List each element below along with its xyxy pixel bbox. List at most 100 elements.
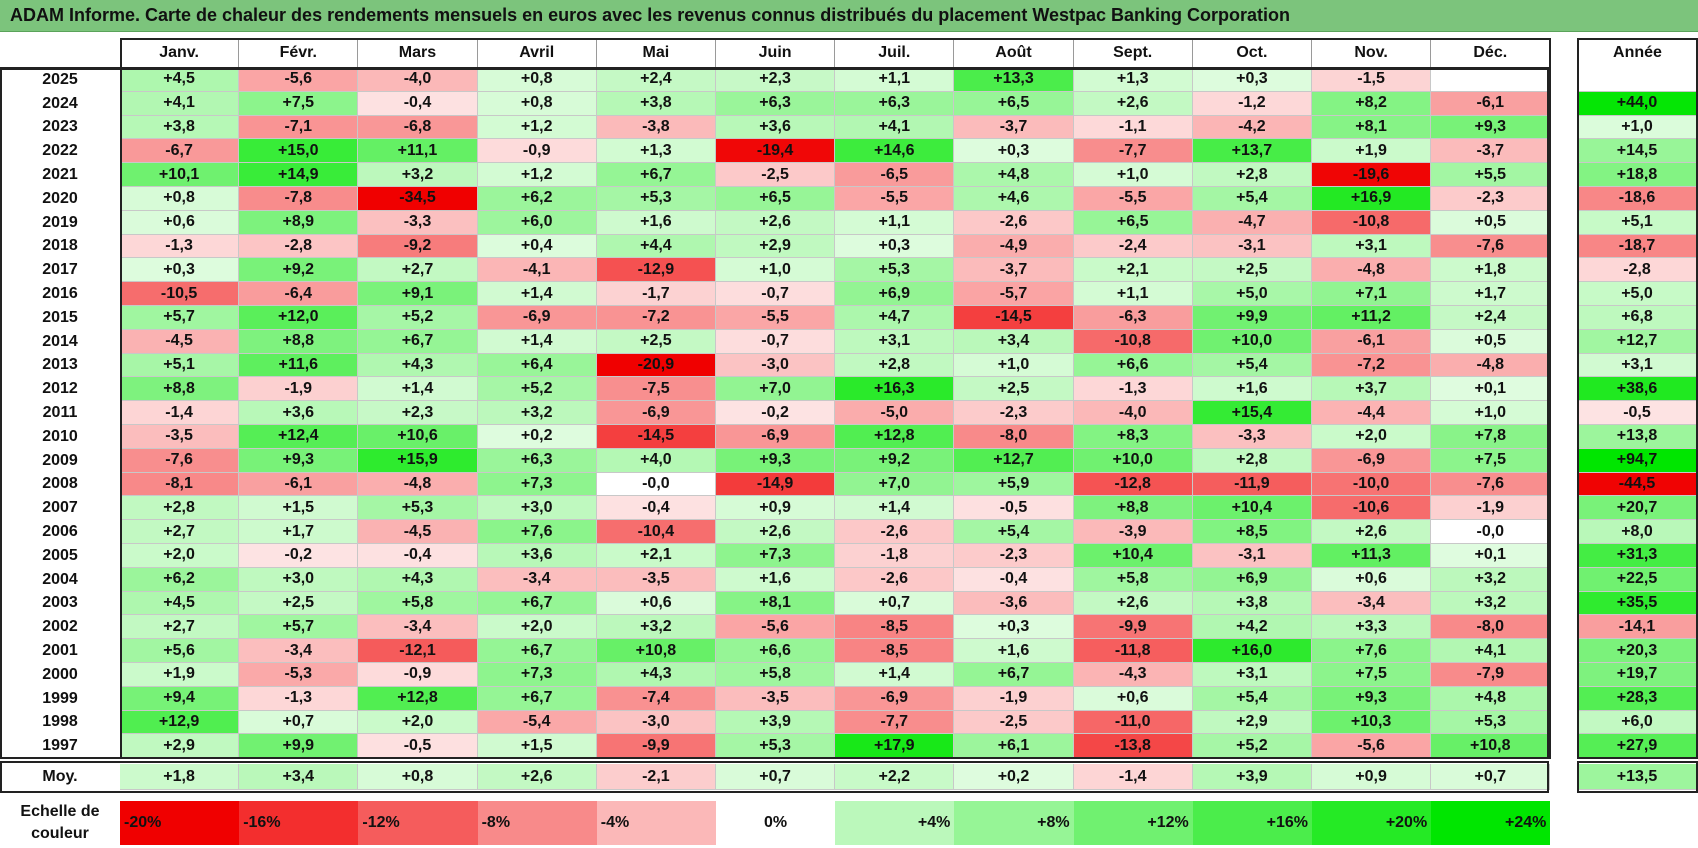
heatmap-cell: -6,9 <box>835 686 955 711</box>
heatmap-cell: -3,1 <box>1192 234 1312 259</box>
annual-cell: -18,6 <box>1577 187 1698 211</box>
heatmap-cell: +1,5 <box>477 734 597 759</box>
heatmap-cell: +9,9 <box>1192 306 1312 330</box>
annual-cell: +13,8 <box>1577 425 1698 449</box>
heatmap-cell: -3,4 <box>477 567 597 592</box>
annual-cell: -18,7 <box>1577 234 1698 259</box>
heatmap-cell: +0,4 <box>477 234 597 259</box>
annual-cell: +3,1 <box>1577 353 1698 378</box>
heatmap-cell: -11,0 <box>1073 710 1193 735</box>
heatmap-cell: +9,2 <box>835 448 955 473</box>
heatmap-cell: +16,9 <box>1312 187 1432 211</box>
year-label: 2019 <box>42 213 78 231</box>
heatmap-cell: +7,5 <box>239 91 359 116</box>
heatmap-cell: +9,9 <box>239 734 359 759</box>
header-separator <box>0 67 1549 69</box>
heatmap-cell: +1,2 <box>477 163 597 187</box>
heatmap-cell: +5,4 <box>954 520 1074 544</box>
heatmap-cell: +5,6 <box>120 639 240 663</box>
heatmap-cell: +5,3 <box>835 258 955 283</box>
year-label: 2012 <box>42 380 78 398</box>
heatmap-cell: +5,4 <box>1192 686 1312 711</box>
heatmap-cell: -10,0 <box>1312 472 1432 497</box>
heatmap-cell: +0,6 <box>120 210 240 235</box>
annual-cell <box>1577 68 1698 92</box>
heatmap-cell: -4,0 <box>1073 401 1193 425</box>
scale-step: +20% <box>1312 801 1432 845</box>
heatmap-cell: +10,8 <box>1431 734 1551 759</box>
heatmap-cell: +6,5 <box>716 187 836 211</box>
heatmap-cell: +1,1 <box>835 68 955 92</box>
heatmap-cell: -6,8 <box>358 115 478 140</box>
year-label: 2022 <box>42 142 78 160</box>
heatmap-cell: -0,5 <box>954 496 1074 521</box>
heatmap-cell: +0,7 <box>239 710 359 735</box>
heatmap-cell: -2,3 <box>954 401 1074 425</box>
heatmap-cell: -7,5 <box>596 377 716 402</box>
heatmap-cell: -5,5 <box>835 187 955 211</box>
heatmap-cell: +4,8 <box>954 163 1074 187</box>
heatmap-cell: -3,3 <box>358 210 478 235</box>
annual-cell: +20,7 <box>1577 496 1698 521</box>
heatmap-cell: +6,9 <box>835 282 955 306</box>
heatmap-cell: -0,2 <box>716 401 836 425</box>
heatmap-cell: +6,3 <box>477 448 597 473</box>
heatmap-cell: -6,1 <box>1312 329 1432 354</box>
heatmap-cell: +15,4 <box>1192 401 1312 425</box>
annual-cell: -44,5 <box>1577 472 1698 497</box>
heatmap-cell: -0,4 <box>358 544 478 568</box>
heatmap-cell: +1,0 <box>716 258 836 283</box>
heatmap-cell: -7,8 <box>239 187 359 211</box>
heatmap-cell: +6,6 <box>1073 353 1193 378</box>
heatmap-cell: -7,1 <box>239 115 359 140</box>
heatmap-cell: +5,3 <box>716 734 836 759</box>
heatmap-cell: +2,7 <box>120 520 240 544</box>
heatmap-cell: +2,8 <box>835 353 955 378</box>
scale-step: -4% <box>596 801 716 845</box>
heatmap-cell: -3,0 <box>716 353 836 378</box>
heatmap-cell: -4,9 <box>954 234 1074 259</box>
heatmap-cell: -4,3 <box>1073 663 1193 687</box>
heatmap-cell: +3,7 <box>1312 377 1432 402</box>
heatmap-cell: +1,6 <box>596 210 716 235</box>
heatmap-cell: +1,8 <box>1431 258 1551 283</box>
heatmap-cell: -1,1 <box>1073 115 1193 140</box>
year-label: 2009 <box>42 451 78 469</box>
scale-label: Echelle de couleur <box>20 803 100 842</box>
heatmap-cell: -0,9 <box>477 139 597 164</box>
average-cell: +1,8 <box>120 764 240 790</box>
heatmap-cell: +8,1 <box>1312 115 1432 140</box>
heatmap-cell: -12,1 <box>358 639 478 663</box>
heatmap-cell: -19,4 <box>716 139 836 164</box>
heatmap-cell: +0,3 <box>835 234 955 259</box>
average-label: Moy. <box>42 768 78 785</box>
heatmap-cell: -7,9 <box>1431 663 1551 687</box>
heatmap-cell: -2,3 <box>1431 187 1551 211</box>
heatmap-cell: +2,4 <box>1431 306 1551 330</box>
heatmap-cell: +10,0 <box>1192 329 1312 354</box>
heatmap-cell: -10,8 <box>1312 210 1432 235</box>
heatmap-cell: +14,9 <box>239 163 359 187</box>
heatmap-cell: +12,4 <box>239 425 359 449</box>
heatmap-cell: +16,0 <box>1192 639 1312 663</box>
year-label: 1997 <box>42 737 78 755</box>
heatmap-cell: +0,3 <box>954 615 1074 640</box>
column-header: Mars <box>358 38 478 68</box>
heatmap-cell: +5,7 <box>120 306 240 330</box>
heatmap-cell: +4,7 <box>835 306 955 330</box>
heatmap-cell: +3,9 <box>716 710 836 735</box>
heatmap-cell: +2,9 <box>1192 710 1312 735</box>
heatmap-cell: -14,5 <box>596 425 716 449</box>
heatmap-cell: +0,7 <box>835 591 955 616</box>
heatmap-cell: -12,8 <box>1073 472 1193 497</box>
heatmap-cell: +2,6 <box>716 210 836 235</box>
heatmap-cell: -19,6 <box>1312 163 1432 187</box>
heatmap-cell: +6,0 <box>477 210 597 235</box>
heatmap-cell: +5,0 <box>1192 282 1312 306</box>
heatmap-cell: +15,9 <box>358 448 478 473</box>
year-label: 2015 <box>42 308 78 326</box>
scale-step: -12% <box>358 801 478 845</box>
heatmap-cell: -4,8 <box>1312 258 1432 283</box>
heatmap-cell: +6,3 <box>835 91 955 116</box>
heatmap-cell: +5,2 <box>477 377 597 402</box>
